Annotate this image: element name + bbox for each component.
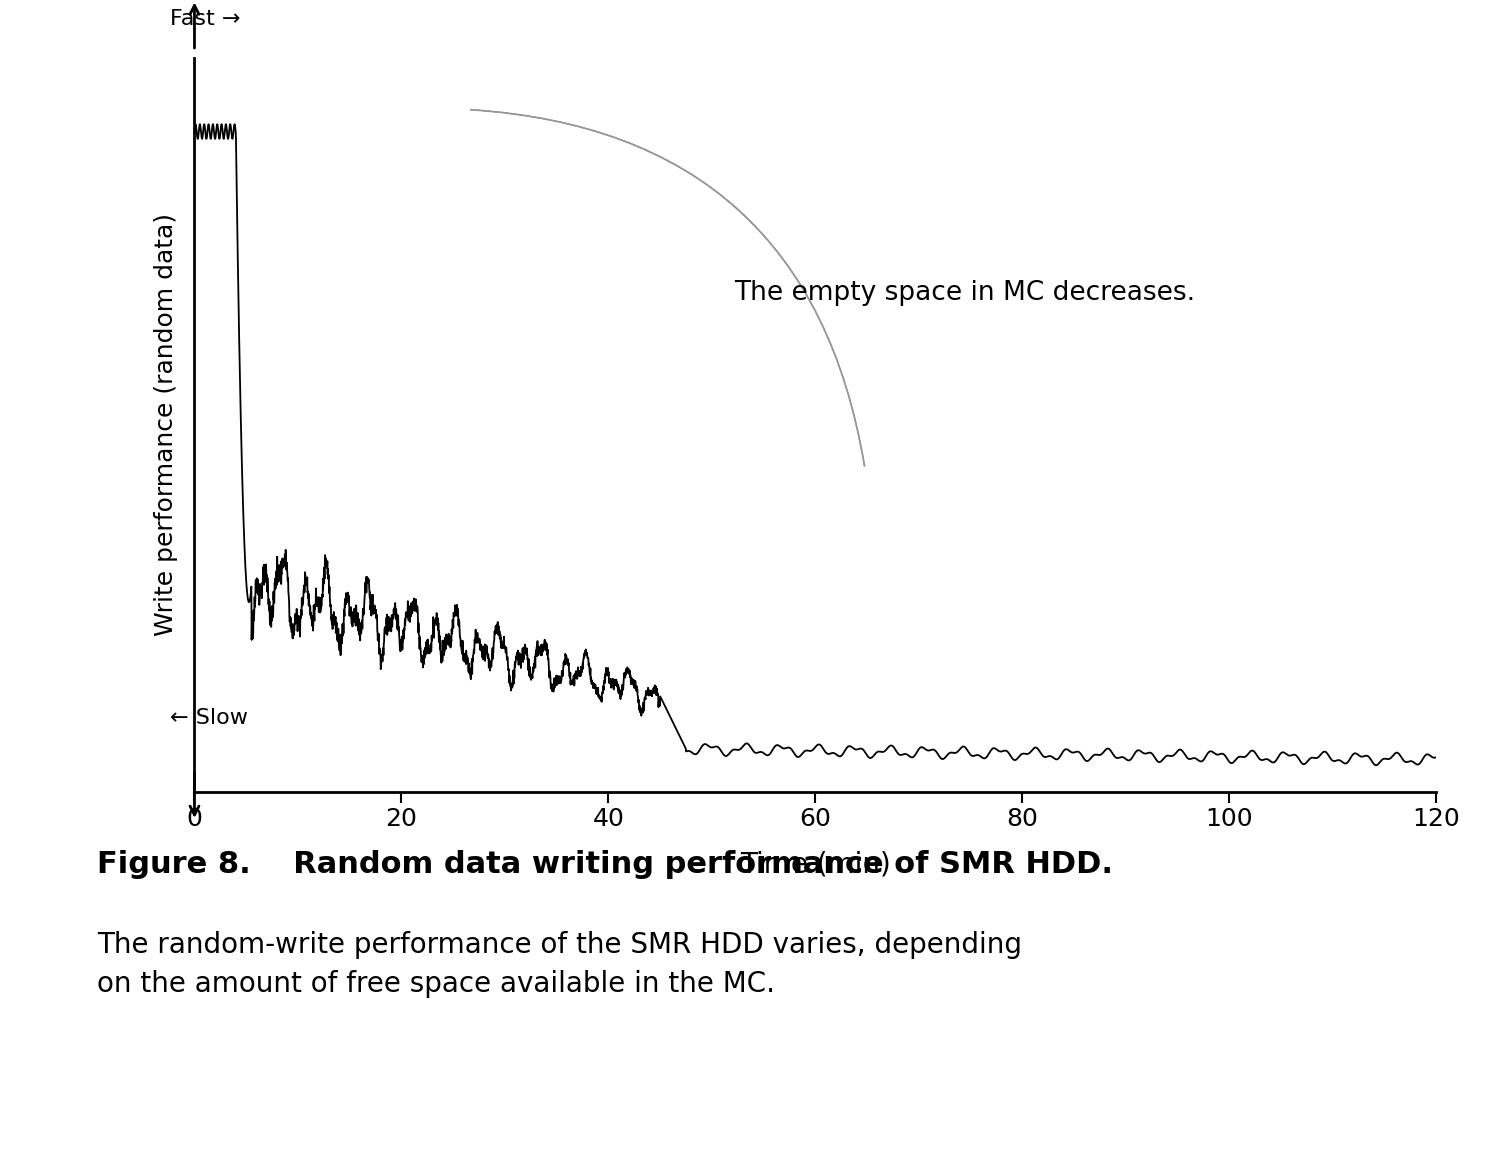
Text: The empty space in MC decreases.: The empty space in MC decreases. <box>733 279 1195 306</box>
Text: Fast →: Fast → <box>169 9 241 29</box>
Text: Figure 8.    Random data writing performance of SMR HDD.: Figure 8. Random data writing performanc… <box>97 850 1113 879</box>
Text: The random-write performance of the SMR HDD varies, depending
on the amount of f: The random-write performance of the SMR … <box>97 931 1022 999</box>
Text: ← Slow: ← Slow <box>169 708 248 729</box>
Y-axis label: Write performance (random data): Write performance (random data) <box>154 213 178 637</box>
FancyArrowPatch shape <box>470 109 865 466</box>
X-axis label: Time (min): Time (min) <box>741 851 890 879</box>
